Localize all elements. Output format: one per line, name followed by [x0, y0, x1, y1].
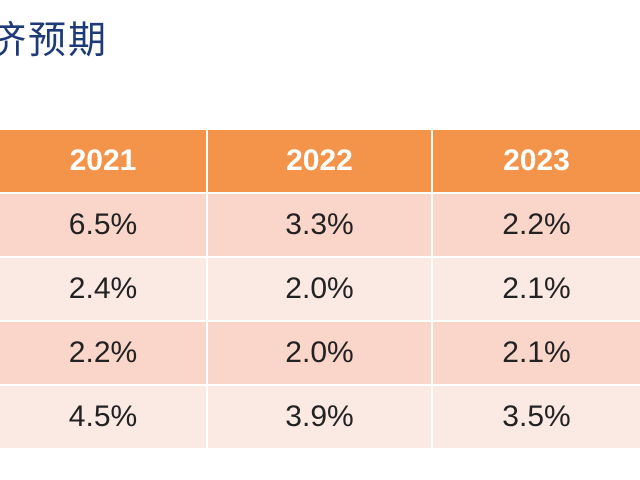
table-cell: 3.3%: [208, 194, 431, 256]
table-cell: 2.0%: [208, 258, 431, 320]
table-cell: 4.5%: [0, 386, 206, 448]
table-cell: 2.1%: [433, 322, 640, 384]
table-row: 2.2% 2.0% 2.1%: [0, 322, 640, 384]
header-cell-2021: 2021: [0, 130, 206, 192]
forecast-table: 2021 2022 2023 6.5% 3.3% 2.2% 2.4% 2.0% …: [0, 130, 640, 448]
table-header-row: 2021 2022 2023: [0, 130, 640, 192]
table-cell: 3.5%: [433, 386, 640, 448]
header-cell-2023: 2023: [433, 130, 640, 192]
table-row: 4.5% 3.9% 3.5%: [0, 386, 640, 448]
table-cell: 6.5%: [0, 194, 206, 256]
table-cell: 3.9%: [208, 386, 431, 448]
table-row: 6.5% 3.3% 2.2%: [0, 194, 640, 256]
table-cell: 2.1%: [433, 258, 640, 320]
page-title: 济预期: [0, 18, 109, 62]
header-cell-2022: 2022: [208, 130, 431, 192]
table-cell: 2.0%: [208, 322, 431, 384]
table-cell: 2.4%: [0, 258, 206, 320]
table-cell: 2.2%: [433, 194, 640, 256]
table-cell: 2.2%: [0, 322, 206, 384]
table-row: 2.4% 2.0% 2.1%: [0, 258, 640, 320]
